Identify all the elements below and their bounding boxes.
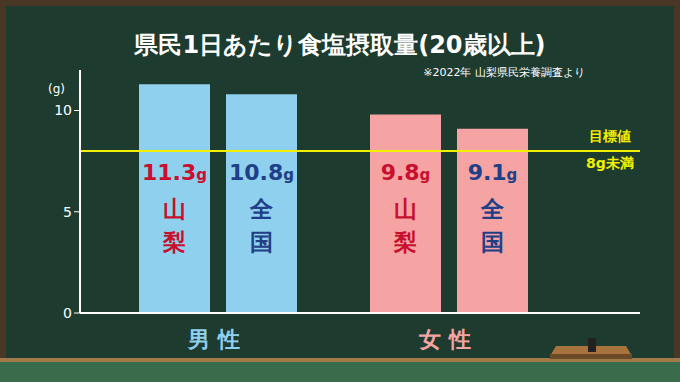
svg-text:全: 全 bbox=[249, 196, 274, 222]
html-text:(g): (g) bbox=[48, 82, 65, 96]
svg-text:8g未満: 8g未満 bbox=[586, 155, 634, 171]
svg-text:国: 国 bbox=[481, 229, 504, 255]
svg-text:山: 山 bbox=[394, 196, 417, 222]
svg-text:梨: 梨 bbox=[162, 229, 186, 255]
svg-text:9.1g: 9.1g bbox=[468, 160, 518, 185]
svg-text:女性: 女性 bbox=[418, 327, 479, 352]
html-text:※2022年 山梨県民栄養調査より: ※2022年 山梨県民栄養調査より bbox=[423, 66, 585, 79]
svg-text:目標値: 目標値 bbox=[589, 128, 631, 144]
svg-text:10.8g: 10.8g bbox=[229, 160, 294, 185]
svg-text:5: 5 bbox=[63, 204, 72, 220]
svg-text:国: 国 bbox=[250, 229, 273, 255]
html-text:県民1日あたり食塩摂取量(20歳以上): 県民1日あたり食塩摂取量(20歳以上) bbox=[134, 31, 546, 59]
svg-text:男性: 男性 bbox=[187, 327, 248, 352]
svg-text:9.8g: 9.8g bbox=[381, 160, 431, 185]
svg-text:10: 10 bbox=[54, 102, 72, 118]
svg-text:全: 全 bbox=[480, 196, 505, 222]
svg-text:山: 山 bbox=[163, 196, 186, 222]
svg-text:0: 0 bbox=[63, 305, 72, 321]
svg-text:11.3g: 11.3g bbox=[142, 160, 207, 185]
svg-text:梨: 梨 bbox=[393, 229, 417, 255]
